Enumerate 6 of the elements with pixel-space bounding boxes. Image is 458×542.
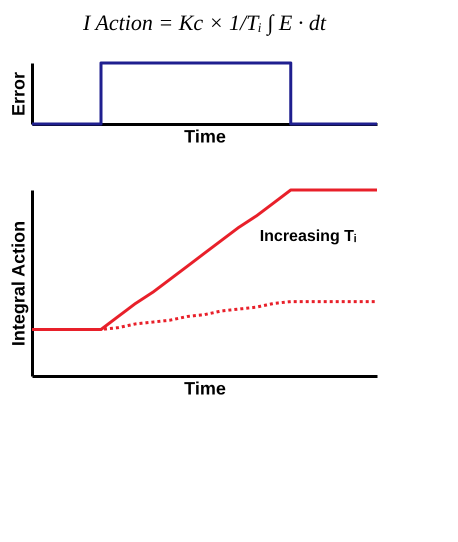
x-axis-title: Time	[184, 126, 226, 146]
y-axis-title: Integral Action	[8, 220, 28, 346]
x-axis-title: Time	[184, 378, 226, 398]
chart-title: I Action = Kc × 1/Tᵢ ∫ E · dt	[82, 10, 327, 36]
y-axis-title: Error	[8, 72, 28, 116]
annotation: Increasing Tᵢ	[260, 228, 356, 245]
